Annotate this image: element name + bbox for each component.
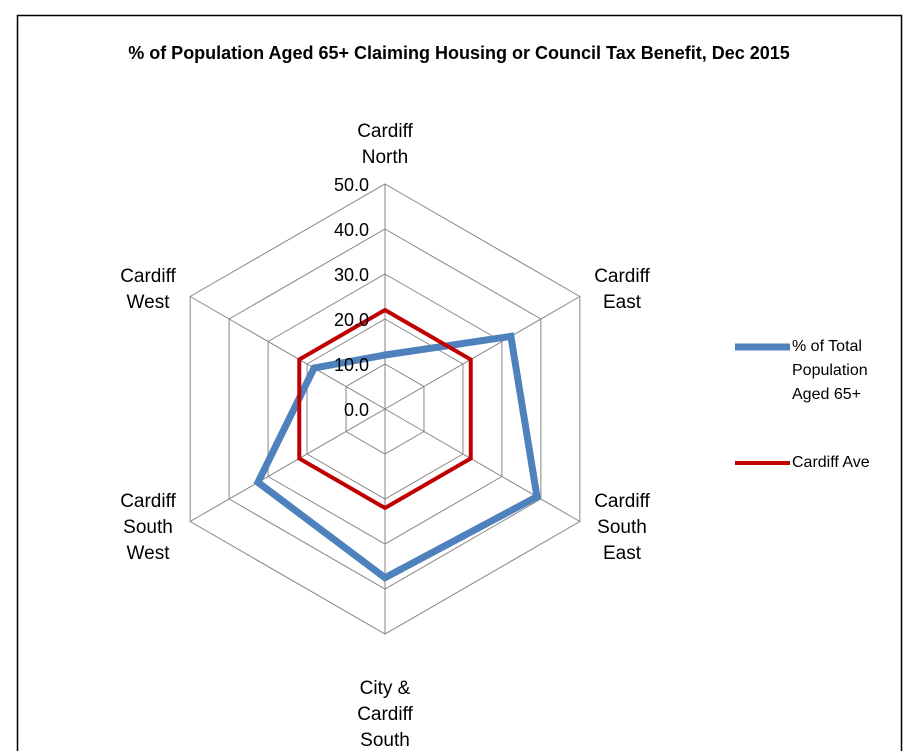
- legend-label: % of Total Population Aged 65+: [792, 338, 868, 403]
- chart-title: % of Population Aged 65+ Claiming Housin…: [128, 43, 790, 63]
- spoke: [189, 296, 386, 410]
- category-label: Cardiff South West: [120, 491, 176, 564]
- frame: [16, 14, 903, 751]
- grid-line: [345, 363, 425, 455]
- y-tick-label: 50.0: [334, 175, 369, 195]
- spoke: [384, 408, 581, 522]
- category-label: Cardiff South East: [594, 491, 650, 564]
- category-label: Cardiff North: [357, 121, 413, 168]
- grid-line: [267, 273, 503, 545]
- spoke: [384, 296, 581, 410]
- y-tick-label: 20.0: [334, 310, 369, 330]
- category-label: Cardiff West: [120, 266, 176, 313]
- series-line: [297, 307, 473, 511]
- y-tick-label: 0.0: [344, 400, 369, 420]
- legend-label: Cardiff Ave: [792, 454, 870, 471]
- category-label: City & Cardiff South: [357, 678, 413, 751]
- grid-line: [306, 318, 464, 500]
- y-tick-label: 10.0: [334, 355, 369, 375]
- series-line: [253, 332, 541, 582]
- y-tick-label: 30.0: [334, 265, 369, 285]
- grid-line: [228, 228, 542, 590]
- category-label: Cardiff East: [594, 266, 650, 313]
- spoke: [189, 408, 386, 522]
- grid-line: [189, 183, 581, 635]
- y-tick-label: 40.0: [334, 220, 369, 240]
